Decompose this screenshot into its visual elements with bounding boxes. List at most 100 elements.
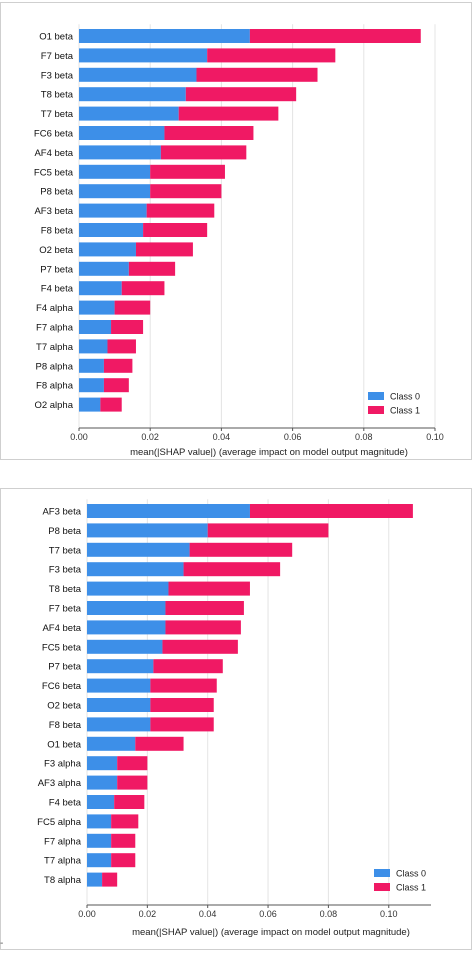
- category-label: FC5 beta: [42, 642, 82, 653]
- category-label: AF3 beta: [42, 507, 81, 518]
- shap-chart-top: 0.00 0.02 0.04 0.06 0.08 0.10 O1 beta F7 beta F3…: [0, 2, 472, 460]
- bar-class-1: [103, 358, 133, 373]
- category-label: O1 beta: [39, 32, 74, 43]
- bar-class-1: [249, 504, 413, 518]
- bar-class-0: [87, 717, 151, 732]
- bar-class-1: [150, 678, 217, 693]
- category-label: P8 beta: [40, 187, 73, 198]
- bar-class-1: [128, 261, 176, 276]
- category-label: O2 beta: [39, 245, 74, 256]
- bar-class-1: [111, 853, 136, 868]
- bar-class-0: [79, 67, 197, 82]
- bar-class-1: [114, 795, 145, 809]
- bar-class-1: [117, 756, 148, 771]
- category-label: P7 beta: [40, 264, 73, 275]
- bar-class-1: [143, 223, 208, 237]
- bar-class-0: [79, 87, 186, 102]
- category-label: O2 beta: [47, 701, 82, 712]
- bar-class-1: [164, 126, 254, 140]
- category-label: F4 alpha: [36, 303, 74, 314]
- x-tick-label: 0.10: [380, 909, 398, 919]
- bar-class-0: [79, 223, 144, 237]
- category-label: F3 beta: [41, 70, 74, 81]
- legend-label: Class 0: [390, 392, 420, 402]
- bar-class-0: [87, 678, 151, 693]
- bar-class-0: [79, 261, 129, 276]
- legend-swatch: [374, 869, 390, 877]
- shap-chart-bottom-svg: 0.00 0.02 0.04 0.06 0.08 0.10 AF3 beta P8 beta T…: [37, 499, 431, 938]
- category-label: AF3 alpha: [38, 778, 82, 789]
- category-label: T7 beta: [41, 109, 74, 120]
- bar-class-0: [79, 397, 101, 412]
- category-label: O1 beta: [47, 739, 82, 750]
- bar-class-1: [150, 698, 214, 712]
- bar-class-0: [87, 853, 112, 868]
- bar-class-1: [111, 320, 144, 334]
- category-label: AF3 beta: [34, 206, 73, 217]
- bar-class-1: [114, 300, 151, 315]
- category-label: T8 beta: [49, 584, 82, 595]
- bar-class-0: [79, 48, 208, 63]
- bar-class-1: [111, 814, 139, 829]
- x-tick-label: 0.00: [70, 432, 88, 442]
- bar-class-1: [168, 581, 250, 596]
- bar-class-1: [150, 164, 225, 179]
- x-tick-label: 0.06: [259, 909, 277, 919]
- category-label: F4 beta: [41, 284, 74, 295]
- bar-class-1: [100, 397, 122, 412]
- category-label: F3 beta: [49, 565, 82, 576]
- bar-class-1: [150, 717, 214, 732]
- legend-label: Class 1: [390, 406, 420, 416]
- category-label: F7 alpha: [44, 836, 82, 847]
- bar-class-0: [79, 339, 108, 354]
- category-label: F7 beta: [41, 51, 74, 62]
- bar-class-1: [189, 542, 293, 557]
- category-label: F3 alpha: [44, 759, 82, 770]
- bar-class-0: [87, 814, 112, 829]
- bar-class-0: [87, 639, 163, 654]
- bar-class-1: [207, 523, 329, 538]
- shap-chart-top-svg: 0.00 0.02 0.04 0.06 0.08 0.10 O1 beta F7 beta F3…: [34, 24, 444, 458]
- corner-mark: -: [0, 938, 4, 949]
- x-tick-label: 0.04: [213, 432, 231, 442]
- bar-class-0: [87, 659, 154, 674]
- bar-class-0: [79, 281, 122, 296]
- bar-class-0: [79, 164, 151, 179]
- category-label: F8 beta: [49, 720, 82, 731]
- bar-class-1: [146, 203, 215, 218]
- category-label: T7 beta: [49, 545, 82, 556]
- category-label: P7 beta: [48, 662, 81, 673]
- bar-class-0: [87, 601, 166, 615]
- bar-class-0: [87, 736, 136, 751]
- bar-class-1: [160, 145, 247, 160]
- category-label: T8 beta: [41, 90, 74, 101]
- category-label: F4 beta: [49, 798, 82, 809]
- bar-class-1: [121, 281, 165, 296]
- bar-class-0: [87, 872, 103, 887]
- bar-class-0: [87, 523, 208, 538]
- x-tick-label: 0.06: [284, 432, 302, 442]
- legend-swatch: [368, 392, 384, 400]
- x-axis-label: mean(|SHAP value|) (average impact on mo…: [130, 447, 408, 458]
- bar-class-0: [87, 756, 118, 771]
- x-tick-label: 0.00: [78, 909, 96, 919]
- legend-label: Class 0: [396, 869, 426, 879]
- bar-class-0: [79, 29, 250, 43]
- category-label: AF4 beta: [34, 148, 73, 159]
- bar-class-1: [117, 775, 148, 790]
- bar-class-1: [150, 184, 222, 199]
- category-label: F8 alpha: [36, 381, 74, 392]
- category-label: FC6 beta: [34, 129, 74, 140]
- bar-class-0: [79, 242, 136, 257]
- bar-class-0: [87, 620, 166, 635]
- bar-class-0: [79, 358, 104, 373]
- bar-class-1: [111, 833, 136, 848]
- bar-class-1: [107, 339, 136, 354]
- category-label: T7 alpha: [44, 856, 82, 867]
- category-label: F7 alpha: [36, 323, 74, 334]
- legend-swatch: [368, 406, 384, 414]
- bar-class-0: [79, 106, 179, 121]
- category-label: F8 beta: [41, 226, 74, 237]
- x-tick-label: 0.04: [199, 909, 217, 919]
- x-tick-label: 0.10: [426, 432, 444, 442]
